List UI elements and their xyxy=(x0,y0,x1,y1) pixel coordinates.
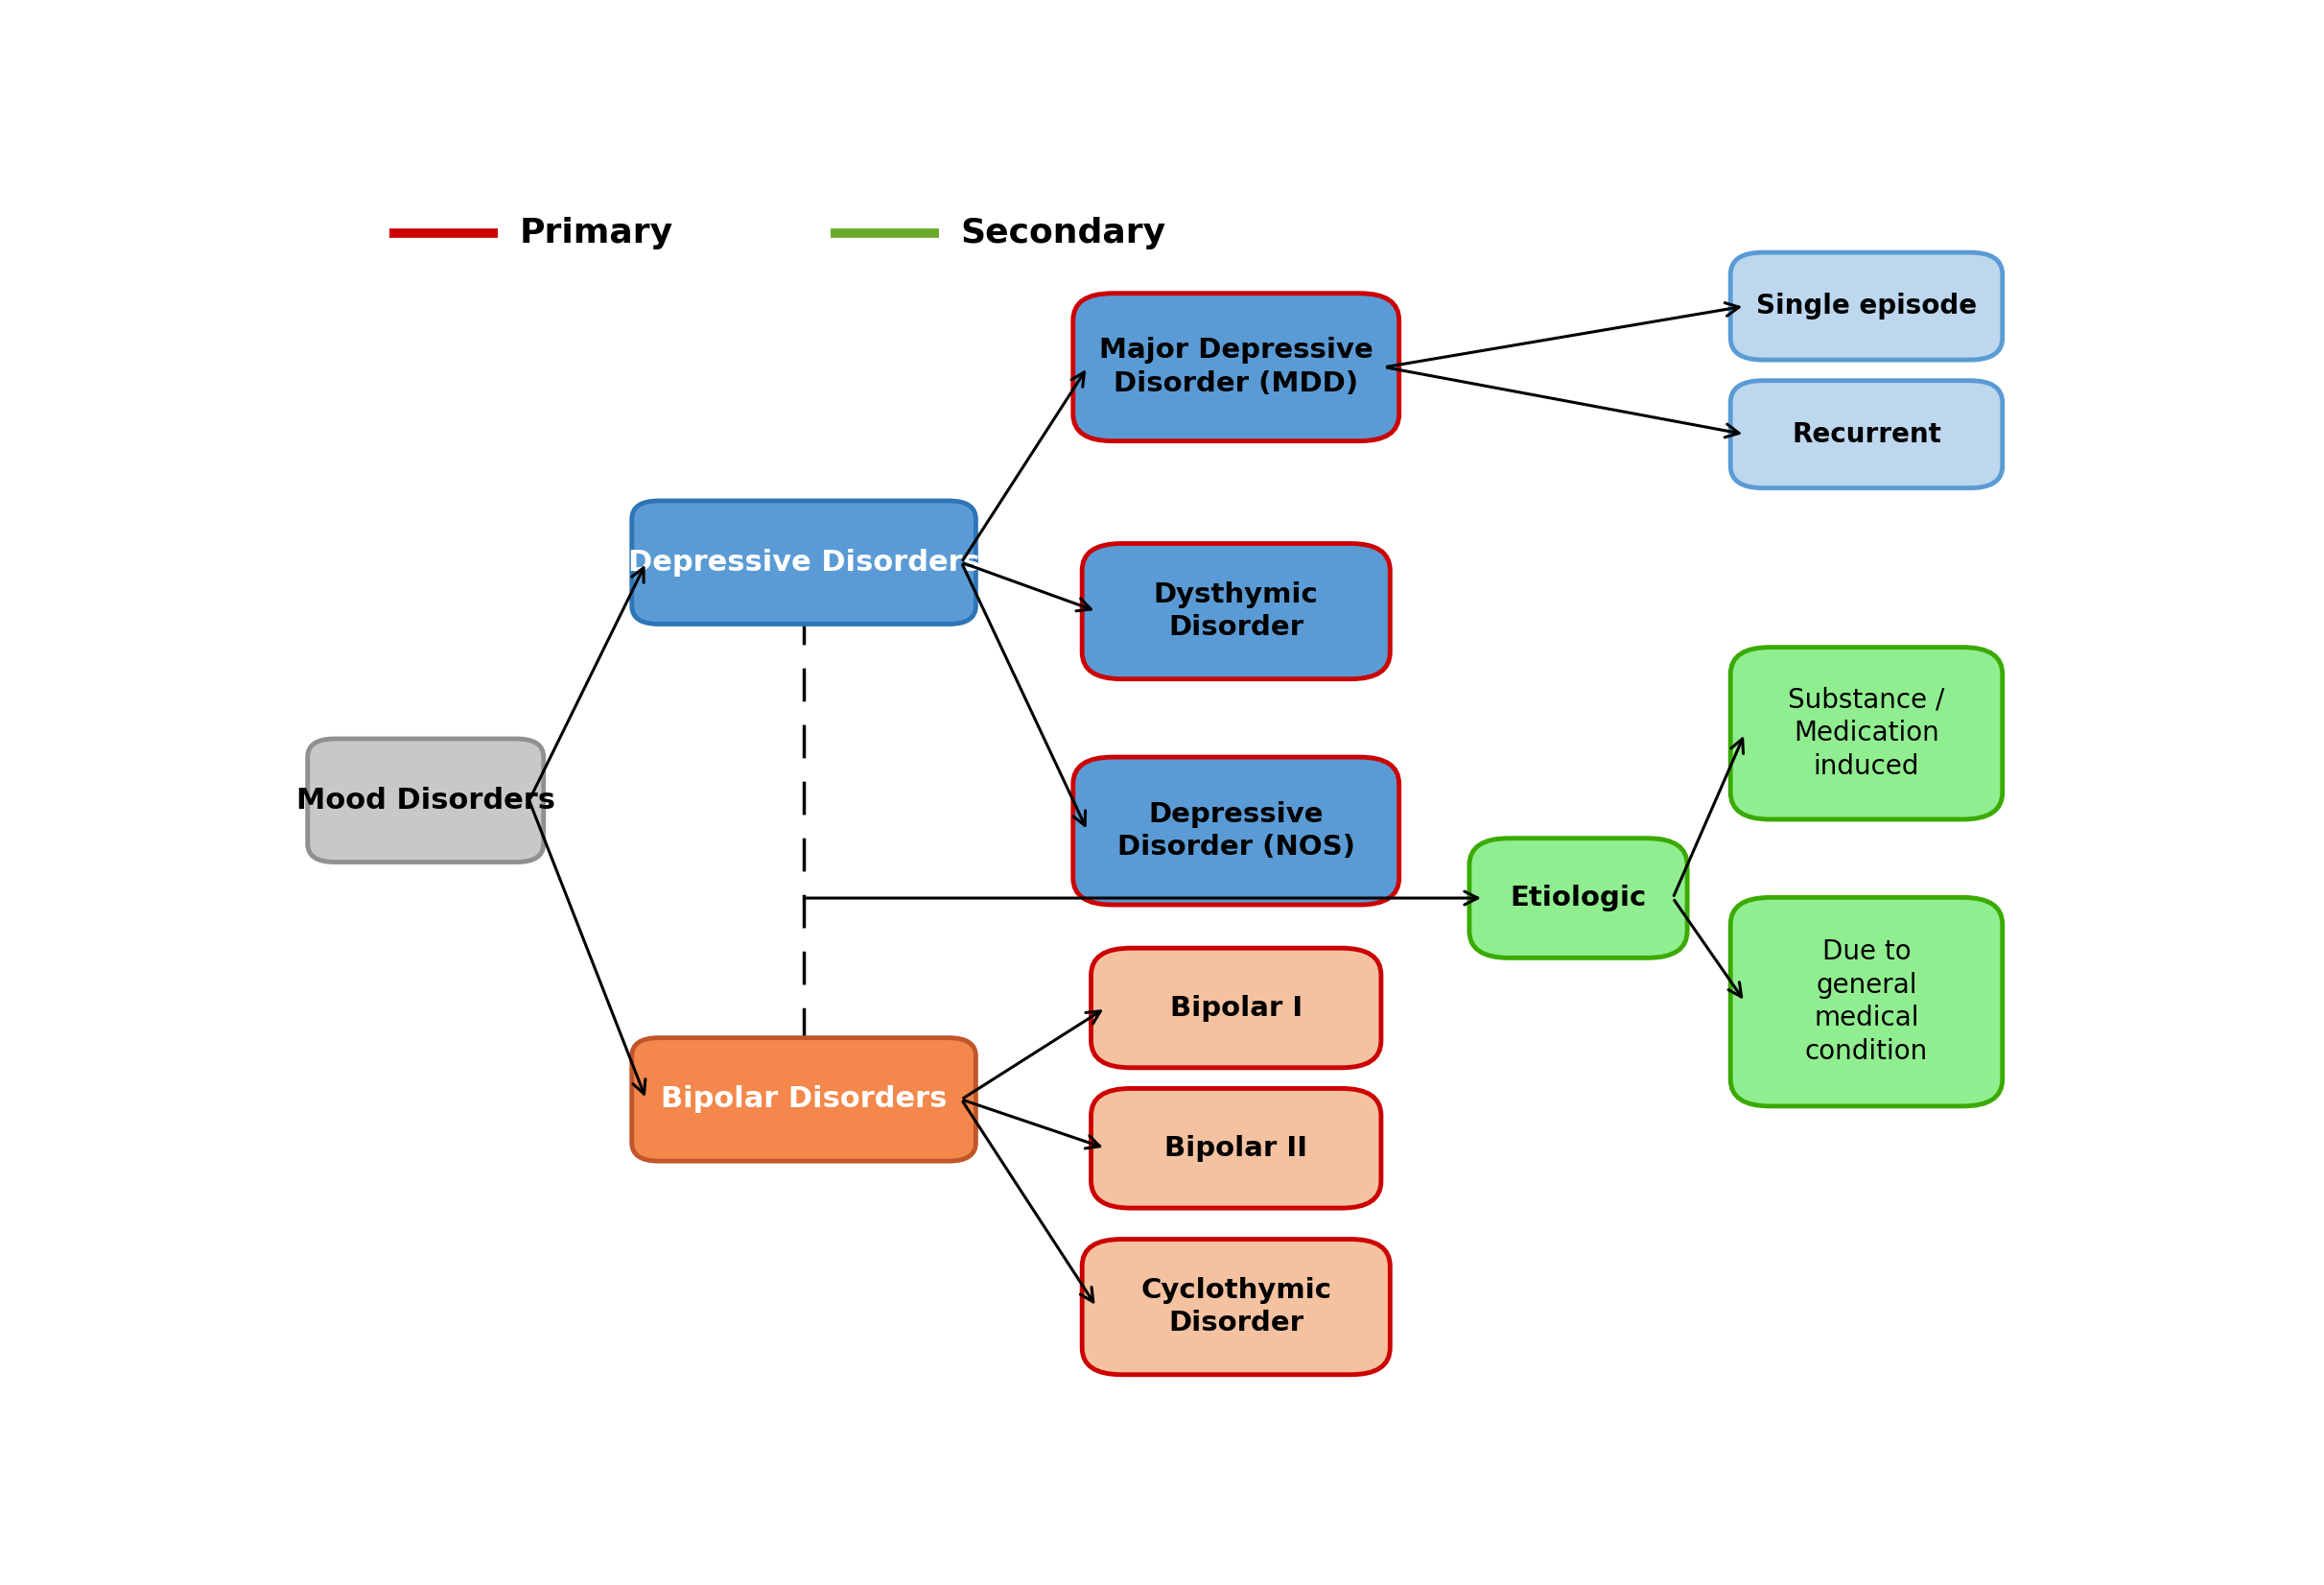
FancyBboxPatch shape xyxy=(1090,1089,1380,1208)
FancyBboxPatch shape xyxy=(1090,948,1380,1068)
Text: Primary: Primary xyxy=(518,217,674,249)
FancyBboxPatch shape xyxy=(1083,1239,1390,1374)
FancyBboxPatch shape xyxy=(1731,647,2003,819)
Text: Bipolar Disorders: Bipolar Disorders xyxy=(660,1086,946,1113)
Text: Bipolar II: Bipolar II xyxy=(1164,1135,1308,1162)
Text: Recurrent: Recurrent xyxy=(1792,422,1941,447)
FancyBboxPatch shape xyxy=(1731,380,2003,488)
FancyBboxPatch shape xyxy=(1469,838,1687,957)
Text: Secondary: Secondary xyxy=(960,217,1167,249)
Text: Major Depressive
Disorder (MDD): Major Depressive Disorder (MDD) xyxy=(1099,338,1373,398)
FancyBboxPatch shape xyxy=(1074,293,1399,441)
Text: Single episode: Single episode xyxy=(1757,293,1978,320)
Text: Etiologic: Etiologic xyxy=(1511,884,1645,911)
Text: Depressive
Disorder (NOS): Depressive Disorder (NOS) xyxy=(1118,800,1355,861)
Text: Mood Disorders: Mood Disorders xyxy=(295,786,555,815)
Text: Substance /
Medication
induced: Substance / Medication induced xyxy=(1787,686,1945,780)
Text: Depressive Disorders: Depressive Disorders xyxy=(627,548,981,577)
FancyBboxPatch shape xyxy=(632,1038,976,1162)
FancyBboxPatch shape xyxy=(1083,544,1390,678)
Text: Bipolar I: Bipolar I xyxy=(1169,994,1301,1021)
Text: Due to
general
medical
condition: Due to general medical condition xyxy=(1806,938,1929,1065)
FancyBboxPatch shape xyxy=(1731,897,2003,1106)
Text: Cyclothymic
Disorder: Cyclothymic Disorder xyxy=(1141,1278,1332,1336)
FancyBboxPatch shape xyxy=(632,501,976,624)
FancyBboxPatch shape xyxy=(1731,252,2003,360)
FancyBboxPatch shape xyxy=(1074,758,1399,905)
FancyBboxPatch shape xyxy=(307,739,544,862)
Text: Dysthymic
Disorder: Dysthymic Disorder xyxy=(1153,582,1318,642)
